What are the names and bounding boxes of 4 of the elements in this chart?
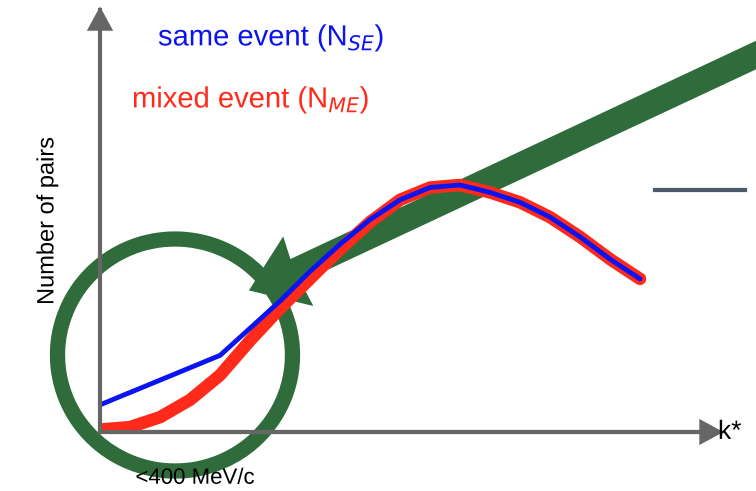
x-axis-title: k* xyxy=(720,420,742,439)
y-axis-title: Number of pairs xyxy=(36,138,58,304)
text: mixed event (N$_{ME}$) xyxy=(134,86,368,114)
text: same event (N$_{SE}$) xyxy=(158,24,382,52)
